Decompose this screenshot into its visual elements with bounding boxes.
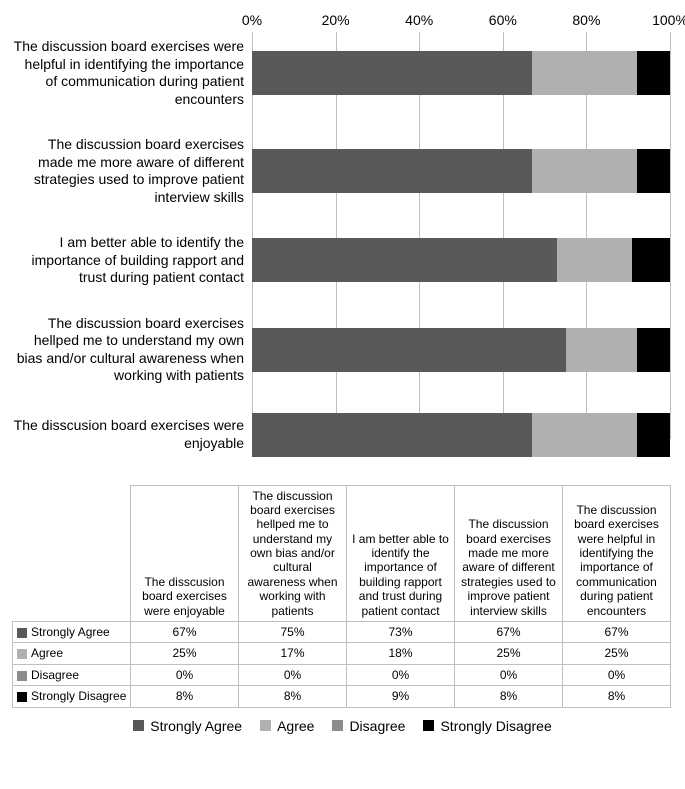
- table-cell: 25%: [455, 643, 563, 664]
- data-table: The disscusion board exercises were enjo…: [12, 485, 671, 708]
- bar-track: [252, 328, 670, 372]
- axis-tick: 20%: [322, 12, 350, 28]
- table-cell: 67%: [563, 622, 671, 643]
- legend-item: Strongly Disagree: [423, 718, 551, 734]
- table-row-header: Strongly Agree: [13, 622, 131, 643]
- series-marker: [17, 628, 27, 638]
- legend-label: Strongly Agree: [150, 718, 242, 734]
- table-column-header: The discussion board exercises hellped m…: [239, 485, 347, 622]
- axis-tick: 80%: [572, 12, 600, 28]
- table-cell: 8%: [455, 686, 563, 707]
- table-column-header: The disscusion board exercises were enjo…: [131, 485, 239, 622]
- legend-item: Disagree: [332, 718, 405, 734]
- table-row: Strongly Disagree8%8%9%8%8%: [13, 686, 671, 707]
- table-row: Agree25%17%18%25%25%: [13, 643, 671, 664]
- table-cell: 0%: [455, 664, 563, 685]
- bar-row: The disscusion board exercises were enjo…: [12, 413, 670, 457]
- table-cell: 67%: [131, 622, 239, 643]
- bar-segment: [566, 328, 637, 372]
- bar-segment: [252, 149, 532, 193]
- legend-swatch: [260, 720, 271, 731]
- bar-track: [252, 149, 670, 193]
- bar-row: The discussion board exercises were help…: [12, 38, 670, 108]
- bar-segment: [637, 328, 670, 372]
- bar-segment: [252, 238, 557, 282]
- legend-item: Strongly Agree: [133, 718, 242, 734]
- table-column-header: The discussion board exercises were help…: [563, 485, 671, 622]
- table-column-header: The discussion board exercises made me m…: [455, 485, 563, 622]
- bar-segment: [252, 51, 532, 95]
- legend-label: Agree: [277, 718, 314, 734]
- series-marker: [17, 649, 27, 659]
- table-cell: 18%: [347, 643, 455, 664]
- legend-swatch: [423, 720, 434, 731]
- bar-segment: [532, 149, 637, 193]
- bar-segment: [557, 238, 632, 282]
- table-cell: 25%: [563, 643, 671, 664]
- series-marker: [17, 671, 27, 681]
- axis-tick: 100%: [652, 12, 685, 28]
- bar-segment: [632, 238, 670, 282]
- table-cell: 75%: [239, 622, 347, 643]
- table-cell: 0%: [239, 664, 347, 685]
- bar-segment: [637, 413, 670, 457]
- legend-label: Disagree: [349, 718, 405, 734]
- legend-swatch: [133, 720, 144, 731]
- bar-track: [252, 238, 670, 282]
- bar-label: The discussion board exercises hellped m…: [12, 315, 252, 385]
- legend-item: Agree: [260, 718, 314, 734]
- table-cell: 8%: [239, 686, 347, 707]
- legend-label: Strongly Disagree: [440, 718, 551, 734]
- axis-tick: 40%: [405, 12, 433, 28]
- table-column-header: I am better able to identify the importa…: [347, 485, 455, 622]
- table-row-header: Agree: [13, 643, 131, 664]
- stacked-bar-chart: 0%20%40%60%80%100% The discussion board …: [12, 12, 670, 457]
- axis-tick: 0%: [242, 12, 262, 28]
- bar-row: The discussion board exercises made me m…: [12, 136, 670, 206]
- bar-label: The discussion board exercises made me m…: [12, 136, 252, 206]
- table-cell: 8%: [131, 686, 239, 707]
- bar-label: I am better able to identify the importa…: [12, 234, 252, 287]
- legend: Strongly Agree Agree Disagree Strongly Disa…: [12, 718, 673, 734]
- table-cell: 9%: [347, 686, 455, 707]
- bar-segment: [532, 413, 637, 457]
- bar-row: The discussion board exercises hellped m…: [12, 315, 670, 385]
- table-cell: 73%: [347, 622, 455, 643]
- table-row-header: Disagree: [13, 664, 131, 685]
- bar-label: The discussion board exercises were help…: [12, 38, 252, 108]
- series-marker: [17, 692, 27, 702]
- x-axis: 0%20%40%60%80%100%: [12, 12, 670, 32]
- table-row: Strongly Agree67%75%73%67%67%: [13, 622, 671, 643]
- table-row: Disagree0%0%0%0%0%: [13, 664, 671, 685]
- legend-swatch: [332, 720, 343, 731]
- bar-segment: [532, 51, 637, 95]
- bar-segment: [637, 149, 670, 193]
- table-cell: 25%: [131, 643, 239, 664]
- table-cell: 0%: [347, 664, 455, 685]
- table-cell: 0%: [563, 664, 671, 685]
- table-cell: 67%: [455, 622, 563, 643]
- bar-label: The disscusion board exercises were enjo…: [12, 417, 252, 452]
- bar-track: [252, 51, 670, 95]
- bar-segment: [637, 51, 670, 95]
- bar-segment: [252, 328, 566, 372]
- axis-tick: 60%: [489, 12, 517, 28]
- bar-row: I am better able to identify the importa…: [12, 234, 670, 287]
- table-cell: 0%: [131, 664, 239, 685]
- table-row-header: Strongly Disagree: [13, 686, 131, 707]
- bar-track: [252, 413, 670, 457]
- table-cell: 8%: [563, 686, 671, 707]
- bar-segment: [252, 413, 532, 457]
- table-cell: 17%: [239, 643, 347, 664]
